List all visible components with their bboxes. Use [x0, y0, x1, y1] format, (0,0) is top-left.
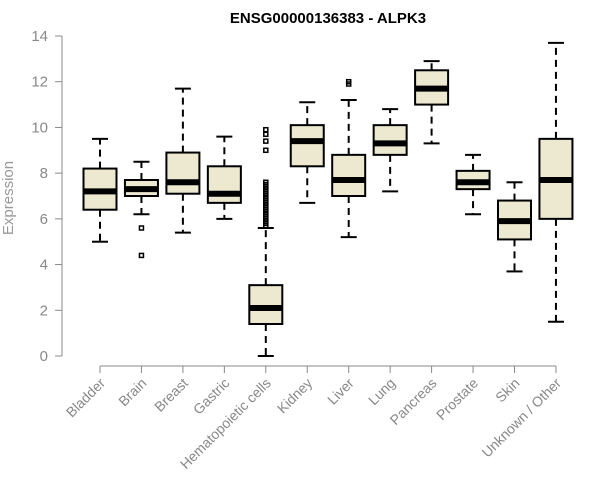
x-tick-label: Breast: [151, 375, 191, 415]
y-tick-label: 14: [31, 28, 48, 45]
box-hematopoietic-cells: [248, 126, 284, 357]
y-tick-label: 4: [40, 257, 48, 274]
y-tick-label: 6: [40, 211, 48, 228]
y-tick-label: 12: [31, 74, 48, 91]
outlier-point: [263, 126, 269, 133]
box-unknown-other: [538, 41, 574, 323]
y-tick-label: 8: [40, 165, 48, 182]
x-tick-label: Prostate: [433, 375, 481, 423]
x-axis: [99, 365, 557, 373]
y-axis-label: Expression: [0, 161, 17, 235]
outlier-point: [138, 225, 145, 231]
y-axis: 0 2 4 6 8 10 12 14: [31, 28, 63, 365]
iqr-box: [289, 124, 325, 168]
iqr-box: [206, 165, 242, 204]
outlier-point: [263, 147, 269, 154]
x-tick-label: Liver: [324, 375, 357, 408]
x-tick-label: Kidney: [274, 375, 316, 417]
box-prostate: [455, 153, 491, 216]
iqr-box: [165, 151, 201, 195]
outlier-point: [263, 179, 269, 186]
x-tick-label: Lung: [365, 375, 398, 408]
chart-title: ENSG00000136383 - ALPK3: [230, 10, 426, 27]
box-liver: [331, 78, 367, 239]
box-brain: [123, 160, 159, 259]
iqr-box: [331, 153, 367, 198]
outlier-point: [263, 131, 269, 138]
box-pancreas: [414, 60, 450, 145]
y-tick-label: 0: [40, 348, 48, 365]
y-tick-label: 10: [31, 119, 48, 136]
outlier-point: [263, 138, 269, 144]
box-series: [82, 41, 574, 357]
x-tick-label: Brain: [115, 375, 149, 409]
outlier-point: [138, 252, 145, 259]
box-kidney: [289, 101, 325, 204]
box-gastric: [206, 135, 242, 220]
y-tick-label: 2: [40, 302, 48, 319]
box-skin: [497, 181, 532, 273]
x-tick-label: Skin: [492, 375, 523, 406]
box-breast: [165, 87, 201, 234]
box-bladder: [82, 137, 118, 243]
box-lung: [372, 108, 408, 193]
x-tick-label: Bladder: [63, 375, 109, 421]
iqr-box: [372, 124, 408, 156]
outlier-point: [345, 78, 352, 85]
x-tick-label: Unknown / Other: [478, 375, 564, 461]
iqr-box: [248, 284, 284, 325]
